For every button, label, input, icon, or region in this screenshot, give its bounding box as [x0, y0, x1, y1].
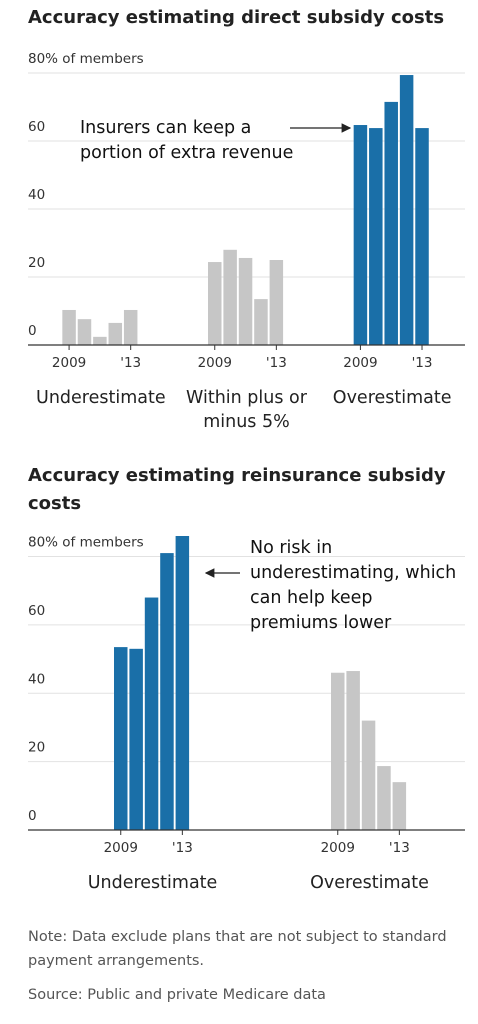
bar	[369, 128, 383, 345]
y-tick-label: 20	[28, 740, 45, 756]
bar	[269, 260, 284, 345]
x-tick-label: '13	[412, 355, 433, 371]
bar	[331, 672, 345, 830]
x-tick-label: '13	[120, 355, 141, 371]
bar	[144, 597, 159, 830]
y-tick-label: 60	[28, 119, 45, 135]
bar	[399, 75, 414, 345]
group-label: Overestimate	[332, 388, 452, 408]
bar	[123, 309, 138, 345]
bar	[377, 766, 391, 830]
bar	[129, 648, 143, 830]
bar	[392, 782, 407, 830]
bar	[62, 309, 76, 345]
group-label: Overestimate	[310, 873, 429, 893]
x-tick-label: '13	[172, 840, 193, 856]
bar	[346, 671, 360, 830]
y-tick-label: 40	[28, 671, 45, 687]
bar	[93, 336, 107, 345]
y-tick-label: 80% of members	[28, 51, 144, 67]
chart-title: Accuracy estimating reinsurance subsidy …	[28, 465, 446, 514]
bar	[108, 322, 123, 345]
annotation: Insurers can keep a portion of extra rev…	[80, 118, 294, 163]
y-tick-label: 0	[28, 808, 37, 824]
x-tick-label: 2009	[198, 355, 232, 371]
group-label: Underestimate	[36, 388, 166, 408]
x-tick-label: 2009	[52, 355, 86, 371]
y-tick-label: 20	[28, 255, 45, 271]
x-tick-label: '13	[389, 840, 410, 856]
annotation: No risk in underestimating, which can he…	[250, 538, 457, 633]
bar	[384, 101, 398, 346]
bar	[223, 249, 237, 345]
y-tick-label: 0	[28, 323, 37, 339]
group-label: Within plus or minus 5%	[186, 388, 307, 432]
bar	[160, 553, 174, 830]
source: Source: Public and private Medicare data	[28, 987, 326, 1003]
y-tick-label: 60	[28, 603, 45, 619]
bar	[254, 299, 268, 345]
chart-title: Accuracy estimating direct subsidy costs	[28, 7, 445, 28]
x-tick-label: 2009	[343, 355, 377, 371]
bar	[361, 720, 376, 830]
bar	[175, 536, 190, 830]
bar	[415, 128, 429, 345]
bar	[208, 262, 222, 345]
bar	[353, 125, 368, 346]
note: Note: Data exclude plans that are not su…	[28, 929, 447, 969]
group-label: Underestimate	[87, 873, 218, 893]
x-tick-label: 2009	[321, 840, 355, 856]
y-tick-label: 40	[28, 187, 45, 203]
bar	[238, 257, 253, 345]
bar	[114, 647, 128, 830]
x-tick-label: '13	[266, 355, 287, 371]
y-tick-label: 80% of members	[28, 535, 144, 551]
bar	[77, 319, 92, 345]
x-tick-label: 2009	[104, 840, 138, 856]
